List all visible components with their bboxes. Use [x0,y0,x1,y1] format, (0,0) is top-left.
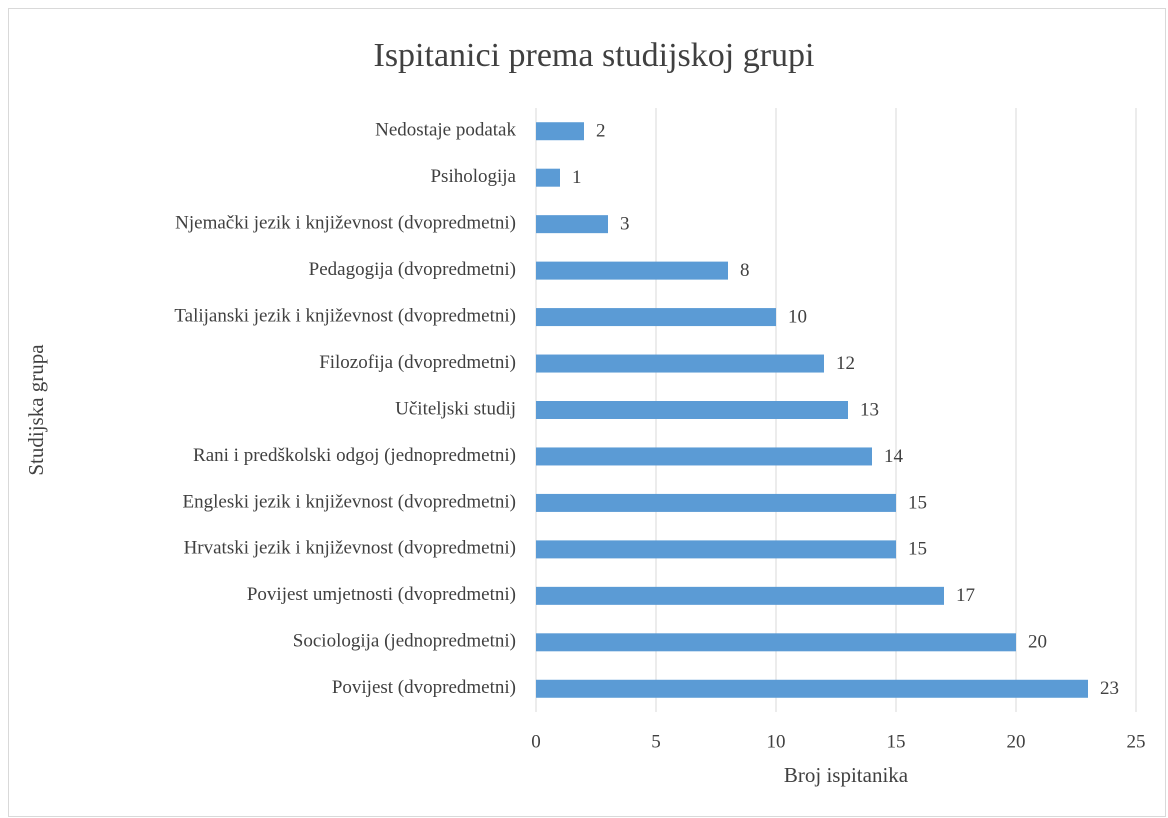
y-tick-label: Nedostaje podatak [375,120,516,141]
data-label: 8 [740,260,750,281]
bar [536,354,824,373]
data-label: 1 [572,167,582,188]
bar [536,215,608,234]
bar [536,122,584,141]
data-label: 23 [1100,678,1119,699]
bar [536,261,728,280]
y-tick-label: Njemački jezik i književnost (dvopredmet… [175,213,516,234]
bar [536,586,944,605]
bar [536,679,1088,698]
y-tick-label: Psihologija [430,166,516,187]
x-tick-label: 15 [887,731,906,752]
data-label: 15 [908,539,927,560]
data-label: 13 [860,399,879,420]
data-label: 10 [788,306,807,327]
chart-title: Ispitanici prema studijskoj grupi [374,37,815,74]
y-tick-label: Engleski jezik i književnost (dvopredmet… [183,491,516,512]
bar [536,168,560,187]
x-tick-label: 25 [1127,731,1146,752]
bar [536,401,848,419]
data-label: 12 [836,353,855,374]
data-label: 17 [956,585,975,606]
data-label: 2 [596,121,606,142]
bar [536,633,1016,652]
bar [536,447,872,466]
y-tick-label: Povijest (dvopredmetni) [332,677,516,698]
data-label: 15 [908,492,927,513]
data-label: 20 [1028,632,1047,653]
bar [536,493,896,512]
data-label: 14 [884,446,904,467]
x-tick-label: 20 [1007,731,1026,752]
x-tick-label: 0 [531,731,541,752]
y-tick-label: Talijanski jezik i književnost (dvopredm… [174,305,516,326]
x-tick-label: 10 [767,731,786,752]
y-tick-label: Sociologija (jednopredmetni) [293,631,516,652]
bar [536,308,776,327]
data-label: 3 [620,214,630,235]
y-axis-title: Studijska grupa [24,344,48,476]
y-tick-label: Povijest umjetnosti (dvopredmetni) [247,584,516,605]
y-tick-label: Pedagogija (dvopredmetni) [309,259,516,280]
y-tick-label: Filozofija (dvopredmetni) [319,352,516,373]
y-tick-label: Rani i predškolski odgoj (jednopredmetni… [193,445,516,466]
x-axis-title: Broj ispitanika [784,763,909,787]
y-tick-label: Učiteljski studij [395,398,516,419]
y-tick-label: Hrvatski jezik i književnost (dvopredmet… [184,538,516,559]
bar [536,540,896,559]
x-tick-label: 5 [651,731,661,752]
